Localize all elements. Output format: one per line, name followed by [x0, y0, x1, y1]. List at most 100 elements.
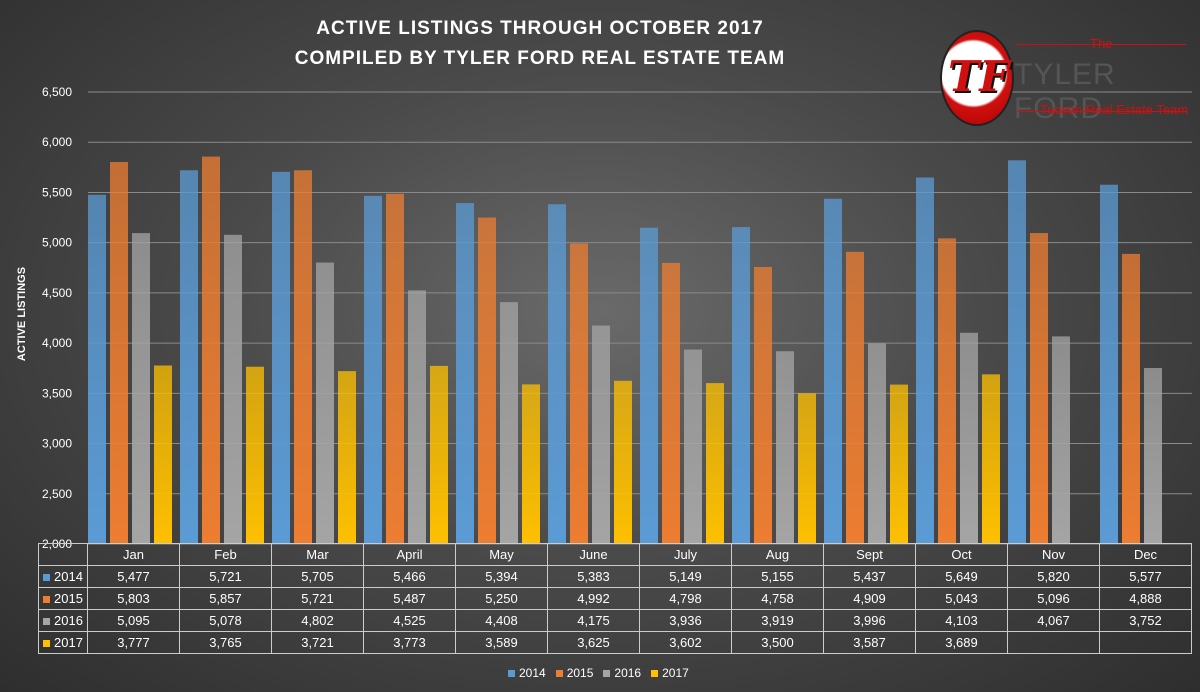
bar-2016-july [684, 349, 702, 544]
logo-rule-bottom [1016, 111, 1186, 112]
table-row: 2017 3,777 3,765 3,721 3,773 3,589 3,625 3,602 3… [38, 631, 1192, 654]
data-label: 5,394 [455, 565, 548, 588]
data-label: 3,625 [547, 631, 640, 654]
tyler-ford-logo: TF The TYLER FORD Tucson Real Estate Tea… [940, 30, 1190, 130]
data-label: 3,996 [823, 609, 916, 632]
chart-subtitle: COMPILED BY TYLER FORD REAL ESTATE TEAM [294, 48, 786, 69]
bar-2017-sept [890, 384, 908, 544]
y-tick-label: 4,000 [42, 336, 72, 350]
legend-item-2015: 2015 [555, 666, 593, 680]
x-tick-label: April [363, 543, 456, 566]
data-label: 5,466 [363, 565, 456, 588]
bar-2017-april [430, 365, 448, 544]
bar-2014-july [640, 227, 658, 544]
data-label: 4,408 [455, 609, 548, 632]
y-tick-label: 3,000 [42, 437, 72, 451]
bar-2014-aug [732, 227, 750, 544]
bar-2014-may [456, 203, 474, 544]
bar-2015-aug [754, 266, 772, 544]
data-label: 4,802 [271, 609, 364, 632]
data-label: 5,477 [87, 565, 180, 588]
data-label: 4,798 [639, 587, 732, 610]
data-label: 4,909 [823, 587, 916, 610]
logo-monogram: TF [948, 52, 1010, 101]
data-label: 4,525 [363, 609, 456, 632]
bar-2017-mar [338, 371, 356, 544]
table-row: 2015 5,803 5,857 5,721 5,487 5,250 4,992 4,798 4… [38, 587, 1192, 610]
bar-2016-jan [132, 233, 150, 544]
table-corner [38, 543, 88, 566]
data-label: 5,487 [363, 587, 456, 610]
x-tick-label: July [639, 543, 732, 566]
data-label: 5,705 [271, 565, 364, 588]
data-label: 5,149 [639, 565, 732, 588]
series-label: 2016 [38, 609, 88, 632]
data-table: Jan Feb Mar April May June July Aug Sept Oct Nov De… [38, 543, 1192, 654]
data-label: 4,175 [547, 609, 640, 632]
bar-2016-april [408, 290, 426, 544]
data-label: 3,689 [915, 631, 1008, 654]
bar-2014-june [548, 204, 566, 544]
data-label: 5,043 [915, 587, 1008, 610]
legend-item-2014: 2014 [508, 666, 546, 680]
data-label: 5,383 [547, 565, 640, 588]
legend-swatch [603, 670, 611, 677]
x-tick-label: Sept [823, 543, 916, 566]
bar-2017-jan [154, 365, 172, 544]
series-swatch [43, 618, 50, 625]
y-tick-label: 4,500 [42, 286, 72, 300]
logo-rule-top [1016, 44, 1186, 45]
data-label: 3,500 [731, 631, 824, 654]
data-label: 4,888 [1099, 587, 1192, 610]
x-tick-label: Aug [731, 543, 824, 566]
data-label: 5,721 [271, 587, 364, 610]
bar-2015-feb [202, 156, 220, 544]
data-label [1007, 631, 1100, 654]
bar-2017-feb [246, 366, 264, 544]
bar-2014-mar [272, 171, 290, 544]
series-swatch [43, 640, 50, 647]
data-label: 5,078 [179, 609, 272, 632]
y-tick-label: 5,000 [42, 236, 72, 250]
bar-2014-dec [1100, 184, 1118, 545]
logo-the: The [1090, 36, 1113, 51]
logo-name: TYLER FORD [1014, 58, 1116, 125]
data-label: 4,992 [547, 587, 640, 610]
bar-2016-dec [1144, 368, 1162, 544]
data-label: 5,803 [87, 587, 180, 610]
data-label: 4,103 [915, 609, 1008, 632]
data-label: 4,067 [1007, 609, 1100, 632]
data-label: 3,752 [1099, 609, 1192, 632]
data-label: 3,721 [271, 631, 364, 654]
logo-emblem [940, 30, 1014, 126]
data-label: 5,721 [179, 565, 272, 588]
bar-2014-jan [88, 194, 106, 544]
data-label: 5,857 [179, 587, 272, 610]
logo-tagline: Tucson Real Estate Team [1040, 102, 1189, 117]
bar-2016-oct [960, 332, 978, 544]
bar-2017-june [614, 380, 632, 544]
legend-swatch [651, 670, 659, 677]
x-tick-label: Dec [1099, 543, 1192, 566]
data-label: 3,765 [179, 631, 272, 654]
bar-2015-jan [110, 162, 128, 545]
bar-2016-june [592, 325, 610, 544]
bar-2015-nov [1030, 233, 1048, 545]
bar-2017-aug [798, 393, 816, 544]
x-tick-label: Jan [87, 543, 180, 566]
bar-2014-feb [180, 170, 198, 544]
legend-swatch [508, 670, 515, 677]
bar-2015-june [570, 243, 588, 544]
series-swatch [43, 596, 50, 603]
bar-2017-july [706, 383, 724, 544]
data-label: 5,820 [1007, 565, 1100, 588]
data-label: 5,095 [87, 609, 180, 632]
bar-2014-nov [1008, 160, 1026, 544]
bar-2014-april [364, 195, 382, 544]
bar-2015-may [478, 217, 496, 545]
series-label: 2014 [38, 565, 88, 588]
bar-2015-oct [938, 238, 956, 545]
legend-swatch [555, 670, 563, 677]
bar-2014-oct [916, 177, 934, 545]
